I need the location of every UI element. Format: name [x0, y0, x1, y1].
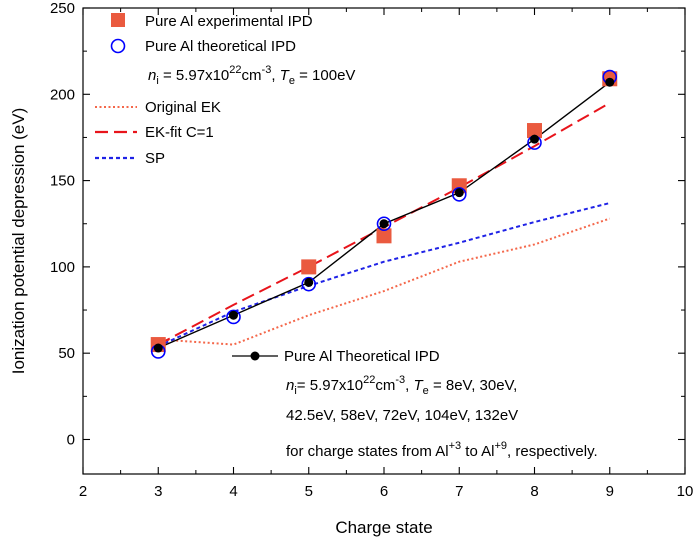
- top-params: ni = 5.97x1022cm-3, Te = 100eV: [148, 64, 355, 87]
- bottom-params-line1: ni= 5.97x1022cm-3, Te = 8eV, 30eV,: [286, 374, 517, 397]
- x-tick-label: 8: [530, 483, 538, 500]
- y-tick-label: 50: [58, 345, 75, 362]
- bottom-params-line3: for charge states from Al+3 to Al+9, res…: [286, 440, 598, 460]
- x-tick-label: 6: [380, 483, 388, 500]
- legend-top: Pure Al experimental IPD Pure Al theoret…: [95, 13, 355, 167]
- point-pure-al-theoretical-ipd: [301, 276, 317, 292]
- legend-label-ek-fit: EK-fit C=1: [145, 124, 214, 141]
- y-tick-label: 100: [50, 259, 75, 276]
- x-tick-label: 7: [455, 483, 463, 500]
- y-tick-label: 150: [50, 173, 75, 190]
- x-tick-labels: 2 3 4 5 6 7 8 9 10: [79, 483, 694, 500]
- x-tick-label: 5: [305, 483, 313, 500]
- point-pure-al-theoretical-ipd: [605, 77, 615, 87]
- legend-bottom: Pure Al Theoretical IPD ni= 5.97x1022cm-…: [232, 348, 598, 460]
- point-pure-al-experimental-ipd: [301, 259, 317, 275]
- point-pure-al-theoretical-ipd: [451, 187, 467, 202]
- x-tick-label: 9: [606, 483, 614, 500]
- point-pure-al-experimental-ipd: [376, 228, 392, 244]
- point-pure-al-theoretical-ipd: [376, 216, 392, 232]
- y-tick-label: 250: [50, 0, 75, 17]
- x-tick-label: 3: [154, 483, 162, 500]
- legend-label-theoretical-curve: Pure Al Theoretical IPD: [284, 348, 440, 365]
- axis-ticks: [82, 7, 686, 474]
- x-tick-label: 4: [229, 483, 237, 500]
- x-axis-title: Charge state: [335, 518, 432, 537]
- point-pure-al-theoretical-ipd: [153, 343, 163, 353]
- legend-marker-theoretical: [110, 38, 126, 54]
- y-axis-title: Ionization potential depression (eV): [9, 108, 28, 375]
- point-pure-al-theoretical-ipd: [229, 310, 238, 320]
- point-pure-al-theoretical-ipd: [530, 134, 539, 144]
- legend-marker-experimental: [111, 13, 125, 27]
- point-pure-al-theoretical-ipd: [379, 219, 389, 229]
- legend-label-original-ek: Original EK: [145, 99, 221, 116]
- legend-label-theoretical: Pure Al theoretical IPD: [145, 38, 296, 55]
- x-tick-label: 10: [677, 483, 694, 500]
- legend-marker-theoretical-curve: [250, 351, 260, 361]
- y-tick-label: 200: [50, 86, 75, 103]
- legend-label-sp: SP: [145, 150, 165, 167]
- x-tick-label: 2: [79, 483, 87, 500]
- series-line-original-ek: [158, 217, 611, 346]
- y-tick-label: 0: [67, 431, 75, 448]
- y-tick-labels: 0 50 100 150 200 250: [50, 0, 75, 448]
- point-pure-al-theoretical-ipd: [304, 277, 314, 287]
- series-markers: [150, 69, 618, 359]
- series-line-sp: [157, 202, 610, 348]
- series-lines: [157, 81, 611, 349]
- point-pure-al-experimental-ipd: [527, 123, 542, 139]
- point-pure-al-theoretical-ipd: [454, 188, 464, 198]
- bottom-params-line2: 42.5eV, 58eV, 72eV, 104eV, 132eV: [286, 407, 518, 424]
- legend-label-experimental: Pure Al experimental IPD: [145, 13, 313, 30]
- point-pure-al-theoretical-ipd: [226, 309, 241, 325]
